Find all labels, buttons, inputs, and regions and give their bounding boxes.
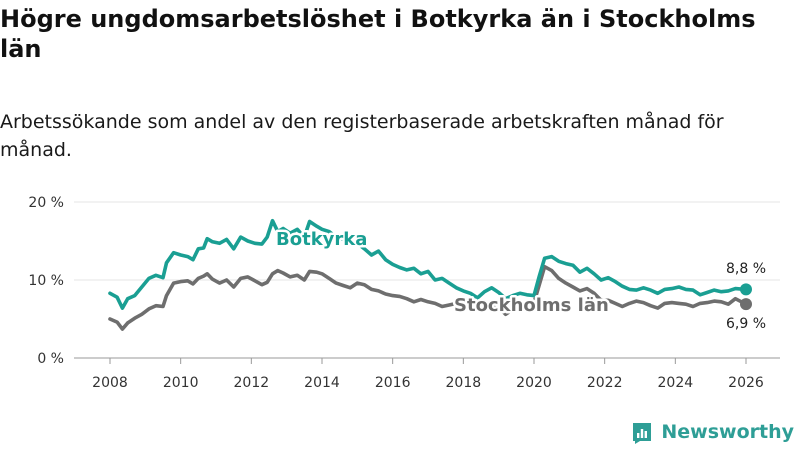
series-line-botkyrka (108, 218, 748, 310)
chart-subtitle: Arbetssökande som andel av den registerb… (0, 111, 724, 161)
series-name-label: Stockholms län (454, 295, 609, 316)
grid-lines (74, 201, 780, 359)
end-point-botkyrka (740, 283, 752, 296)
x-tick-label: 2008 (92, 375, 128, 391)
x-tick-label: 2020 (516, 375, 552, 391)
x-tick-label: 2026 (728, 375, 764, 391)
end-value-label: 8,8 % (726, 261, 766, 277)
x-tick-label: 2016 (375, 375, 411, 391)
x-tick-label: 2010 (163, 375, 199, 391)
x-tick-label: 2022 (587, 375, 623, 391)
newsworthy-logo: Newsworthy (630, 418, 794, 446)
y-tick-label: 20 % (28, 195, 64, 211)
x-axis-ticks: 2008 2010 2012 2014 2016 2018 2020 2022 2024 2026 (92, 358, 764, 391)
x-tick-label: 2012 (234, 375, 270, 391)
x-tick-label: 2018 (446, 375, 482, 391)
x-tick-label: 2014 (304, 375, 340, 391)
series-name-label: Botkyrka (276, 229, 367, 250)
end-point-stockholms-lan (740, 298, 752, 311)
x-tick-label: 2024 (658, 375, 694, 391)
chart-title: Högre ungdomsarbetslöshet i Botkyrka än … (0, 5, 756, 63)
series-labels: Botkyrka Stockholms län 8,8 % 6,9 % (274, 227, 767, 333)
y-tick-label: 0 % (37, 351, 64, 367)
bar-chart-logo-icon (633, 423, 652, 444)
y-tick-label: 10 % (28, 273, 64, 289)
end-value-label: 6,9 % (726, 316, 766, 332)
series-lines (108, 218, 752, 331)
y-axis-ticks: 0 % 10 % 20 % (28, 195, 64, 367)
brand-name: Newsworthy (661, 421, 794, 443)
series-line-stockholms-lan (108, 264, 748, 331)
